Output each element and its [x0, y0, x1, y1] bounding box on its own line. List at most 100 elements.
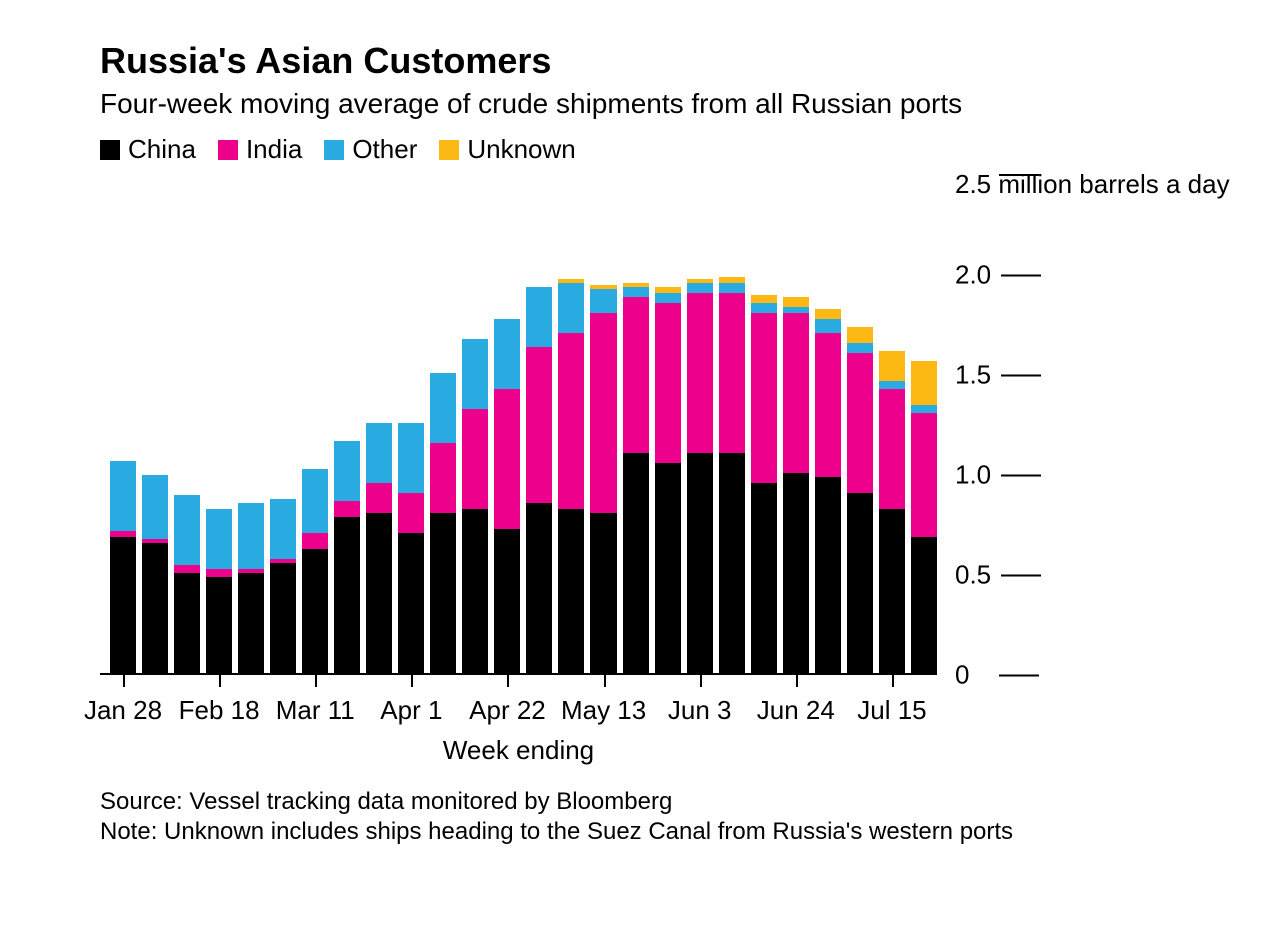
y-tick: 0: [955, 660, 1039, 691]
legend-item: Other: [324, 134, 417, 165]
y-tick: 0.5: [955, 560, 1041, 591]
bar: [558, 279, 584, 673]
legend-swatch: [439, 140, 459, 160]
bar-segment-other: [366, 423, 392, 483]
x-axis-labels: Jan 28Feb 18Mar 11Apr 1Apr 22May 13Jun 3…: [100, 695, 937, 735]
x-tick-mark: [315, 675, 317, 687]
bar-segment-unknown: [751, 295, 777, 303]
bar-segment-india: [783, 313, 809, 473]
bar: [142, 475, 168, 673]
x-tick-label: Apr 22: [469, 695, 546, 726]
y-axis: 2.5 million barrels a day 2.01.51.00.50: [949, 175, 1199, 675]
note-text: Note: Unknown includes ships heading to …: [100, 818, 1199, 846]
bar-segment-india: [719, 293, 745, 453]
bar-segment-india: [558, 333, 584, 509]
chart-footer: Source: Vessel tracking data monitored b…: [100, 788, 1199, 846]
bar-segment-unknown: [815, 309, 841, 319]
bar-segment-china: [334, 517, 360, 673]
legend: ChinaIndiaOtherUnknown: [100, 134, 1199, 165]
bar-segment-other: [334, 441, 360, 501]
bar-segment-china: [590, 513, 616, 673]
bar-segment-india: [494, 389, 520, 529]
bar: [110, 461, 136, 673]
bar: [879, 351, 905, 673]
bar-segment-india: [751, 313, 777, 483]
bar: [270, 499, 296, 673]
bar-segment-china: [302, 549, 328, 673]
bar-segment-china: [815, 477, 841, 673]
legend-item: China: [100, 134, 196, 165]
x-tick-label: Jan 28: [84, 695, 162, 726]
bar-segment-india: [815, 333, 841, 477]
y-tick-label: 1.5: [955, 360, 991, 391]
bar-segment-india: [623, 297, 649, 453]
bar: [462, 339, 488, 673]
y-tick-mark: [1001, 374, 1041, 376]
bar: [174, 495, 200, 673]
bar: [655, 287, 681, 673]
bar-segment-other: [879, 381, 905, 389]
plot-area: [100, 175, 937, 675]
bar-segment-india: [366, 483, 392, 513]
bar-segment-india: [398, 493, 424, 533]
chart-row: 2.5 million barrels a day 2.01.51.00.50: [100, 175, 1199, 675]
bar: [494, 319, 520, 673]
bar-segment-other: [174, 495, 200, 565]
bar: [590, 285, 616, 673]
bar: [911, 361, 937, 673]
legend-label: China: [128, 134, 196, 165]
y-tick-label: 0.5: [955, 560, 991, 591]
bar-segment-other: [590, 289, 616, 313]
bar-segment-india: [655, 303, 681, 463]
bar-segment-other: [911, 405, 937, 413]
x-tick-label: Mar 11: [276, 695, 355, 726]
y-tick-label: 0: [955, 660, 989, 691]
bar-segment-china: [366, 513, 392, 673]
bar-segment-china: [655, 463, 681, 673]
chart-subtitle: Four-week moving average of crude shipme…: [100, 88, 1199, 120]
bar-segment-other: [110, 461, 136, 531]
bar-segment-china: [526, 503, 552, 673]
source-text: Source: Vessel tracking data monitored b…: [100, 788, 1199, 816]
bar-segment-india: [302, 533, 328, 549]
x-tick-label: Jun 3: [668, 695, 732, 726]
bar-segment-other: [558, 283, 584, 333]
bar-segment-other: [687, 283, 713, 293]
bar-segment-china: [238, 573, 264, 673]
y-tick: [955, 174, 1039, 176]
bar-segment-india: [206, 569, 232, 577]
x-tick-mark: [411, 675, 413, 687]
y-tick: 1.5: [955, 360, 1041, 391]
legend-label: Unknown: [467, 134, 575, 165]
bar-segment-china: [398, 533, 424, 673]
x-tick-mark: [700, 675, 702, 687]
bar-segment-other: [847, 343, 873, 353]
bar-segment-india: [462, 409, 488, 509]
x-tick-mark: [219, 675, 221, 687]
y-tick: 1.0: [955, 460, 1041, 491]
bar-segment-other: [494, 319, 520, 389]
y-tick-mark: [999, 674, 1039, 676]
bar-segment-china: [719, 453, 745, 673]
bar-segment-india: [526, 347, 552, 503]
bar-segment-china: [174, 573, 200, 673]
bar-segment-other: [751, 303, 777, 313]
bar-segment-other: [142, 475, 168, 539]
bar-segment-china: [494, 529, 520, 673]
y-tick-mark: [1001, 574, 1041, 576]
bar: [302, 469, 328, 673]
bar-segment-china: [623, 453, 649, 673]
bar-segment-china: [206, 577, 232, 673]
bar-segment-other: [462, 339, 488, 409]
x-tick-label: Jun 24: [757, 695, 835, 726]
legend-swatch: [218, 140, 238, 160]
legend-label: Other: [352, 134, 417, 165]
bar: [815, 309, 841, 673]
bar-segment-unknown: [879, 351, 905, 381]
bar-segment-china: [558, 509, 584, 673]
bar-segment-other: [719, 283, 745, 293]
bar-segment-india: [590, 313, 616, 513]
bar: [398, 423, 424, 673]
bar-segment-china: [142, 543, 168, 673]
bar-segment-china: [879, 509, 905, 673]
